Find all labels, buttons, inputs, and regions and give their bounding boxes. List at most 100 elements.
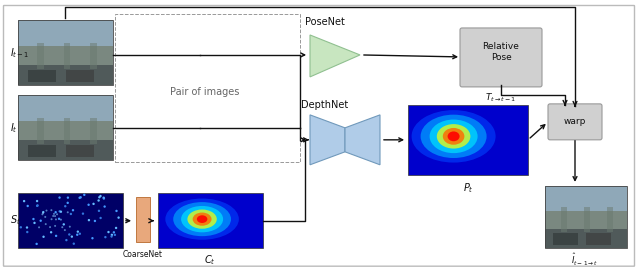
- Ellipse shape: [193, 212, 212, 226]
- Bar: [18, 20, 113, 85]
- Text: CoarseNet: CoarseNet: [123, 250, 163, 259]
- Text: PoseNet: PoseNet: [305, 17, 345, 27]
- Bar: [553, 234, 578, 245]
- Text: DepthNet: DepthNet: [301, 100, 349, 110]
- Circle shape: [70, 213, 72, 215]
- Circle shape: [115, 227, 117, 229]
- Ellipse shape: [188, 210, 217, 229]
- Circle shape: [54, 215, 56, 217]
- Circle shape: [52, 215, 54, 217]
- Circle shape: [58, 210, 61, 212]
- Bar: [18, 95, 113, 124]
- Bar: [561, 207, 567, 232]
- Bar: [63, 43, 70, 69]
- Circle shape: [53, 213, 55, 215]
- Polygon shape: [345, 115, 380, 165]
- Circle shape: [32, 218, 35, 220]
- Polygon shape: [310, 35, 360, 77]
- Circle shape: [42, 235, 45, 238]
- Circle shape: [79, 197, 81, 199]
- Circle shape: [42, 212, 44, 214]
- Bar: [37, 118, 44, 144]
- Circle shape: [70, 235, 73, 238]
- Circle shape: [36, 204, 39, 207]
- Ellipse shape: [173, 202, 231, 236]
- Polygon shape: [310, 115, 345, 165]
- Bar: [65, 145, 94, 157]
- Circle shape: [65, 239, 68, 241]
- Bar: [115, 14, 300, 162]
- Circle shape: [77, 231, 79, 233]
- Circle shape: [102, 197, 105, 200]
- Circle shape: [93, 220, 96, 222]
- Circle shape: [82, 212, 84, 215]
- Bar: [18, 121, 113, 144]
- Bar: [37, 43, 44, 69]
- Circle shape: [50, 231, 52, 234]
- Bar: [18, 193, 123, 248]
- Text: warp: warp: [564, 117, 586, 126]
- Text: $\hat{I}_{t-1\rightarrow t}$: $\hat{I}_{t-1\rightarrow t}$: [572, 252, 599, 268]
- Circle shape: [117, 217, 120, 219]
- Circle shape: [79, 196, 82, 198]
- Ellipse shape: [420, 115, 486, 158]
- Circle shape: [26, 231, 28, 233]
- Bar: [90, 118, 97, 144]
- Circle shape: [40, 220, 42, 222]
- Bar: [18, 20, 113, 49]
- Circle shape: [49, 226, 51, 228]
- Circle shape: [67, 211, 68, 213]
- Ellipse shape: [429, 120, 477, 153]
- Text: $C_t$: $C_t$: [204, 253, 216, 266]
- Circle shape: [88, 219, 90, 221]
- Text: Pair of images: Pair of images: [170, 87, 240, 97]
- Circle shape: [92, 237, 93, 239]
- Ellipse shape: [437, 124, 470, 148]
- Circle shape: [99, 195, 102, 197]
- Bar: [586, 234, 611, 245]
- Circle shape: [23, 200, 26, 202]
- Circle shape: [26, 226, 28, 229]
- Circle shape: [36, 200, 38, 202]
- Bar: [90, 43, 97, 69]
- Circle shape: [114, 234, 116, 236]
- Text: $I_t$: $I_t$: [10, 121, 18, 135]
- Circle shape: [60, 219, 62, 221]
- Circle shape: [55, 218, 57, 220]
- Circle shape: [26, 205, 29, 207]
- Circle shape: [61, 226, 63, 228]
- Ellipse shape: [197, 215, 207, 223]
- Bar: [584, 207, 590, 232]
- Circle shape: [60, 211, 62, 213]
- Ellipse shape: [447, 131, 460, 141]
- Circle shape: [69, 226, 71, 228]
- FancyBboxPatch shape: [460, 28, 542, 87]
- Circle shape: [68, 233, 70, 236]
- Circle shape: [97, 199, 100, 202]
- Circle shape: [64, 229, 66, 231]
- Circle shape: [88, 204, 90, 206]
- Bar: [545, 186, 627, 248]
- Bar: [408, 105, 528, 175]
- Bar: [545, 229, 627, 248]
- Bar: [136, 197, 150, 242]
- Bar: [18, 140, 113, 160]
- Circle shape: [45, 223, 47, 225]
- Circle shape: [108, 231, 109, 233]
- Bar: [18, 46, 113, 69]
- Text: $T_{t\rightarrow t-1}$: $T_{t\rightarrow t-1}$: [485, 92, 516, 104]
- Circle shape: [110, 235, 113, 238]
- Circle shape: [72, 209, 74, 211]
- Bar: [545, 186, 627, 214]
- Circle shape: [58, 218, 60, 220]
- Circle shape: [36, 205, 38, 207]
- Circle shape: [72, 242, 75, 245]
- Bar: [28, 70, 56, 82]
- Circle shape: [42, 213, 44, 215]
- Circle shape: [54, 211, 57, 213]
- Circle shape: [55, 235, 58, 237]
- FancyBboxPatch shape: [548, 104, 602, 140]
- Circle shape: [35, 243, 38, 245]
- Circle shape: [56, 213, 58, 215]
- Circle shape: [98, 196, 100, 198]
